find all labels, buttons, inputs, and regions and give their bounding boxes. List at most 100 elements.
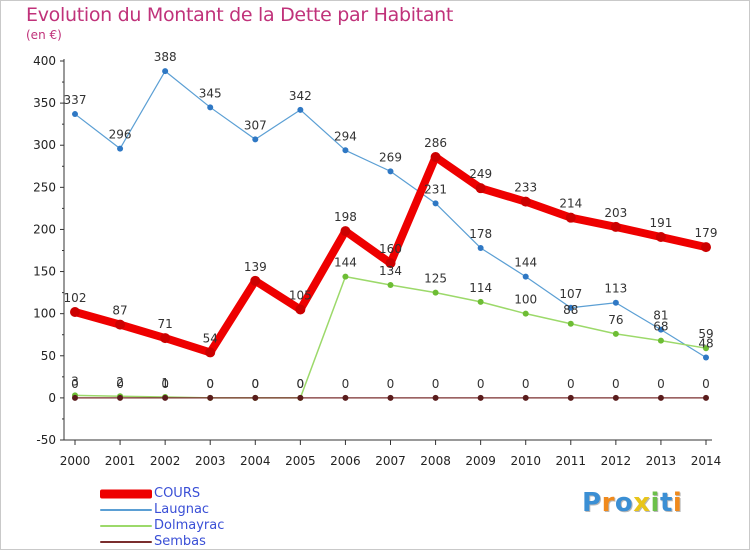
data-point-dolmayrac [522,310,529,317]
data-label-cours: 179 [695,226,718,240]
data-label-laugnac: 296 [109,128,132,142]
x-tick-label: 2012 [601,454,632,468]
legend-label-dolmayrac: Dolmayrac [154,518,225,533]
data-point-laugnac [297,106,304,113]
x-tick-label: 2004 [240,454,271,468]
data-point-sembas [252,394,259,401]
data-point-cours [115,319,126,330]
legend-swatch-dolmayrac [100,525,152,527]
y-tick-label: 0 [48,391,56,405]
data-label-cours: 233 [514,181,537,195]
x-tick-label: 2014 [691,454,722,468]
x-tick-label: 2007 [375,454,406,468]
data-label-sembas: 0 [116,377,124,391]
data-label-laugnac: 269 [379,150,402,164]
data-label-dolmayrac: 0 [251,377,259,391]
data-label-laugnac: 107 [559,287,582,301]
legend-item-sembas: Sembas [100,534,300,550]
data-point-cours [250,275,261,286]
data-point-laugnac [252,136,259,143]
data-label-sembas: 0 [251,377,259,391]
data-point-sembas [162,394,169,401]
data-label-dolmayrac: 125 [424,272,447,286]
data-label-sembas: 0 [387,377,395,391]
data-label-cours: 102 [64,291,87,305]
y-tick-label: 50 [41,349,56,363]
data-point-laugnac [432,200,439,207]
legend-item-dolmayrac: Dolmayrac [100,518,300,534]
data-label-cours: 286 [424,136,447,150]
data-label-sembas: 0 [702,377,710,391]
logo-letter: t [659,488,673,518]
data-label-laugnac: 307 [244,118,267,132]
data-label-cours: 87 [112,304,127,318]
data-point-laugnac [72,111,78,118]
data-point-laugnac [657,326,664,333]
data-point-laugnac [342,147,349,154]
legend-swatch-cours [100,489,152,499]
data-label-laugnac: 342 [289,89,312,103]
y-tick-label: 250 [33,180,56,194]
data-point-dolmayrac [567,320,574,327]
data-label-laugnac: 144 [514,256,537,270]
y-tick-label: 400 [33,54,56,68]
data-label-cours: 198 [334,210,357,224]
logo-letter: x [633,488,651,518]
y-tick-label: 350 [33,96,56,110]
data-point-sembas [72,394,78,401]
x-tick-label: 2003 [195,454,226,468]
data-point-sembas [703,394,709,401]
data-point-dolmayrac [342,273,349,280]
x-tick-label: 2000 [60,454,91,468]
data-label-dolmayrac: 144 [334,256,357,270]
data-label-laugnac: 81 [653,309,668,323]
data-label-cours: 249 [469,167,492,181]
data-label-cours: 214 [559,197,582,211]
data-label-laugnac: 294 [334,129,357,143]
data-label-laugnac: 178 [469,227,492,241]
legend-label-sembas: Sembas [154,534,206,549]
data-label-dolmayrac: 114 [469,281,492,295]
data-label-laugnac: 337 [64,93,87,107]
data-point-cours [565,212,576,223]
data-label-dolmayrac: 1 [161,376,169,390]
data-label-sembas: 0 [161,377,169,391]
data-point-dolmayrac [477,298,484,305]
y-tick-label: -50 [36,433,56,447]
data-point-cours [655,232,666,243]
chart-subtitle: (en €) [26,28,62,42]
data-label-laugnac: 345 [199,86,222,100]
data-point-sembas [432,394,439,401]
data-label-dolmayrac: 76 [608,313,623,327]
logo-letter: o [614,488,634,518]
data-label-sembas: 0 [567,377,575,391]
logo-letter: i [650,488,660,518]
chart-title: Evolution du Montant de la Dette par Hab… [26,4,454,26]
x-tick-label: 2010 [510,454,541,468]
data-point-laugnac [612,299,619,306]
data-label-dolmayrac: 68 [653,320,668,334]
logo-letter: i [672,488,683,518]
x-tick-label: 2002 [150,454,181,468]
data-label-sembas: 0 [206,377,214,391]
data-point-cours [70,306,80,317]
data-point-laugnac [567,304,574,311]
data-label-laugnac: 231 [424,182,447,196]
data-point-sembas [207,394,214,401]
data-label-dolmayrac: 0 [206,377,214,391]
data-point-sembas [657,394,664,401]
data-point-cours [160,333,171,344]
y-tick-label: 300 [33,138,56,152]
data-point-sembas [477,394,484,401]
data-point-cours [610,221,621,232]
x-tick-label: 2006 [330,454,361,468]
data-point-sembas [612,394,619,401]
data-point-dolmayrac [703,345,709,352]
data-label-sembas: 0 [522,377,530,391]
data-label-dolmayrac: 134 [379,264,402,278]
x-tick-label: 2013 [646,454,677,468]
data-label-sembas: 0 [432,377,440,391]
data-point-laugnac [522,273,529,280]
